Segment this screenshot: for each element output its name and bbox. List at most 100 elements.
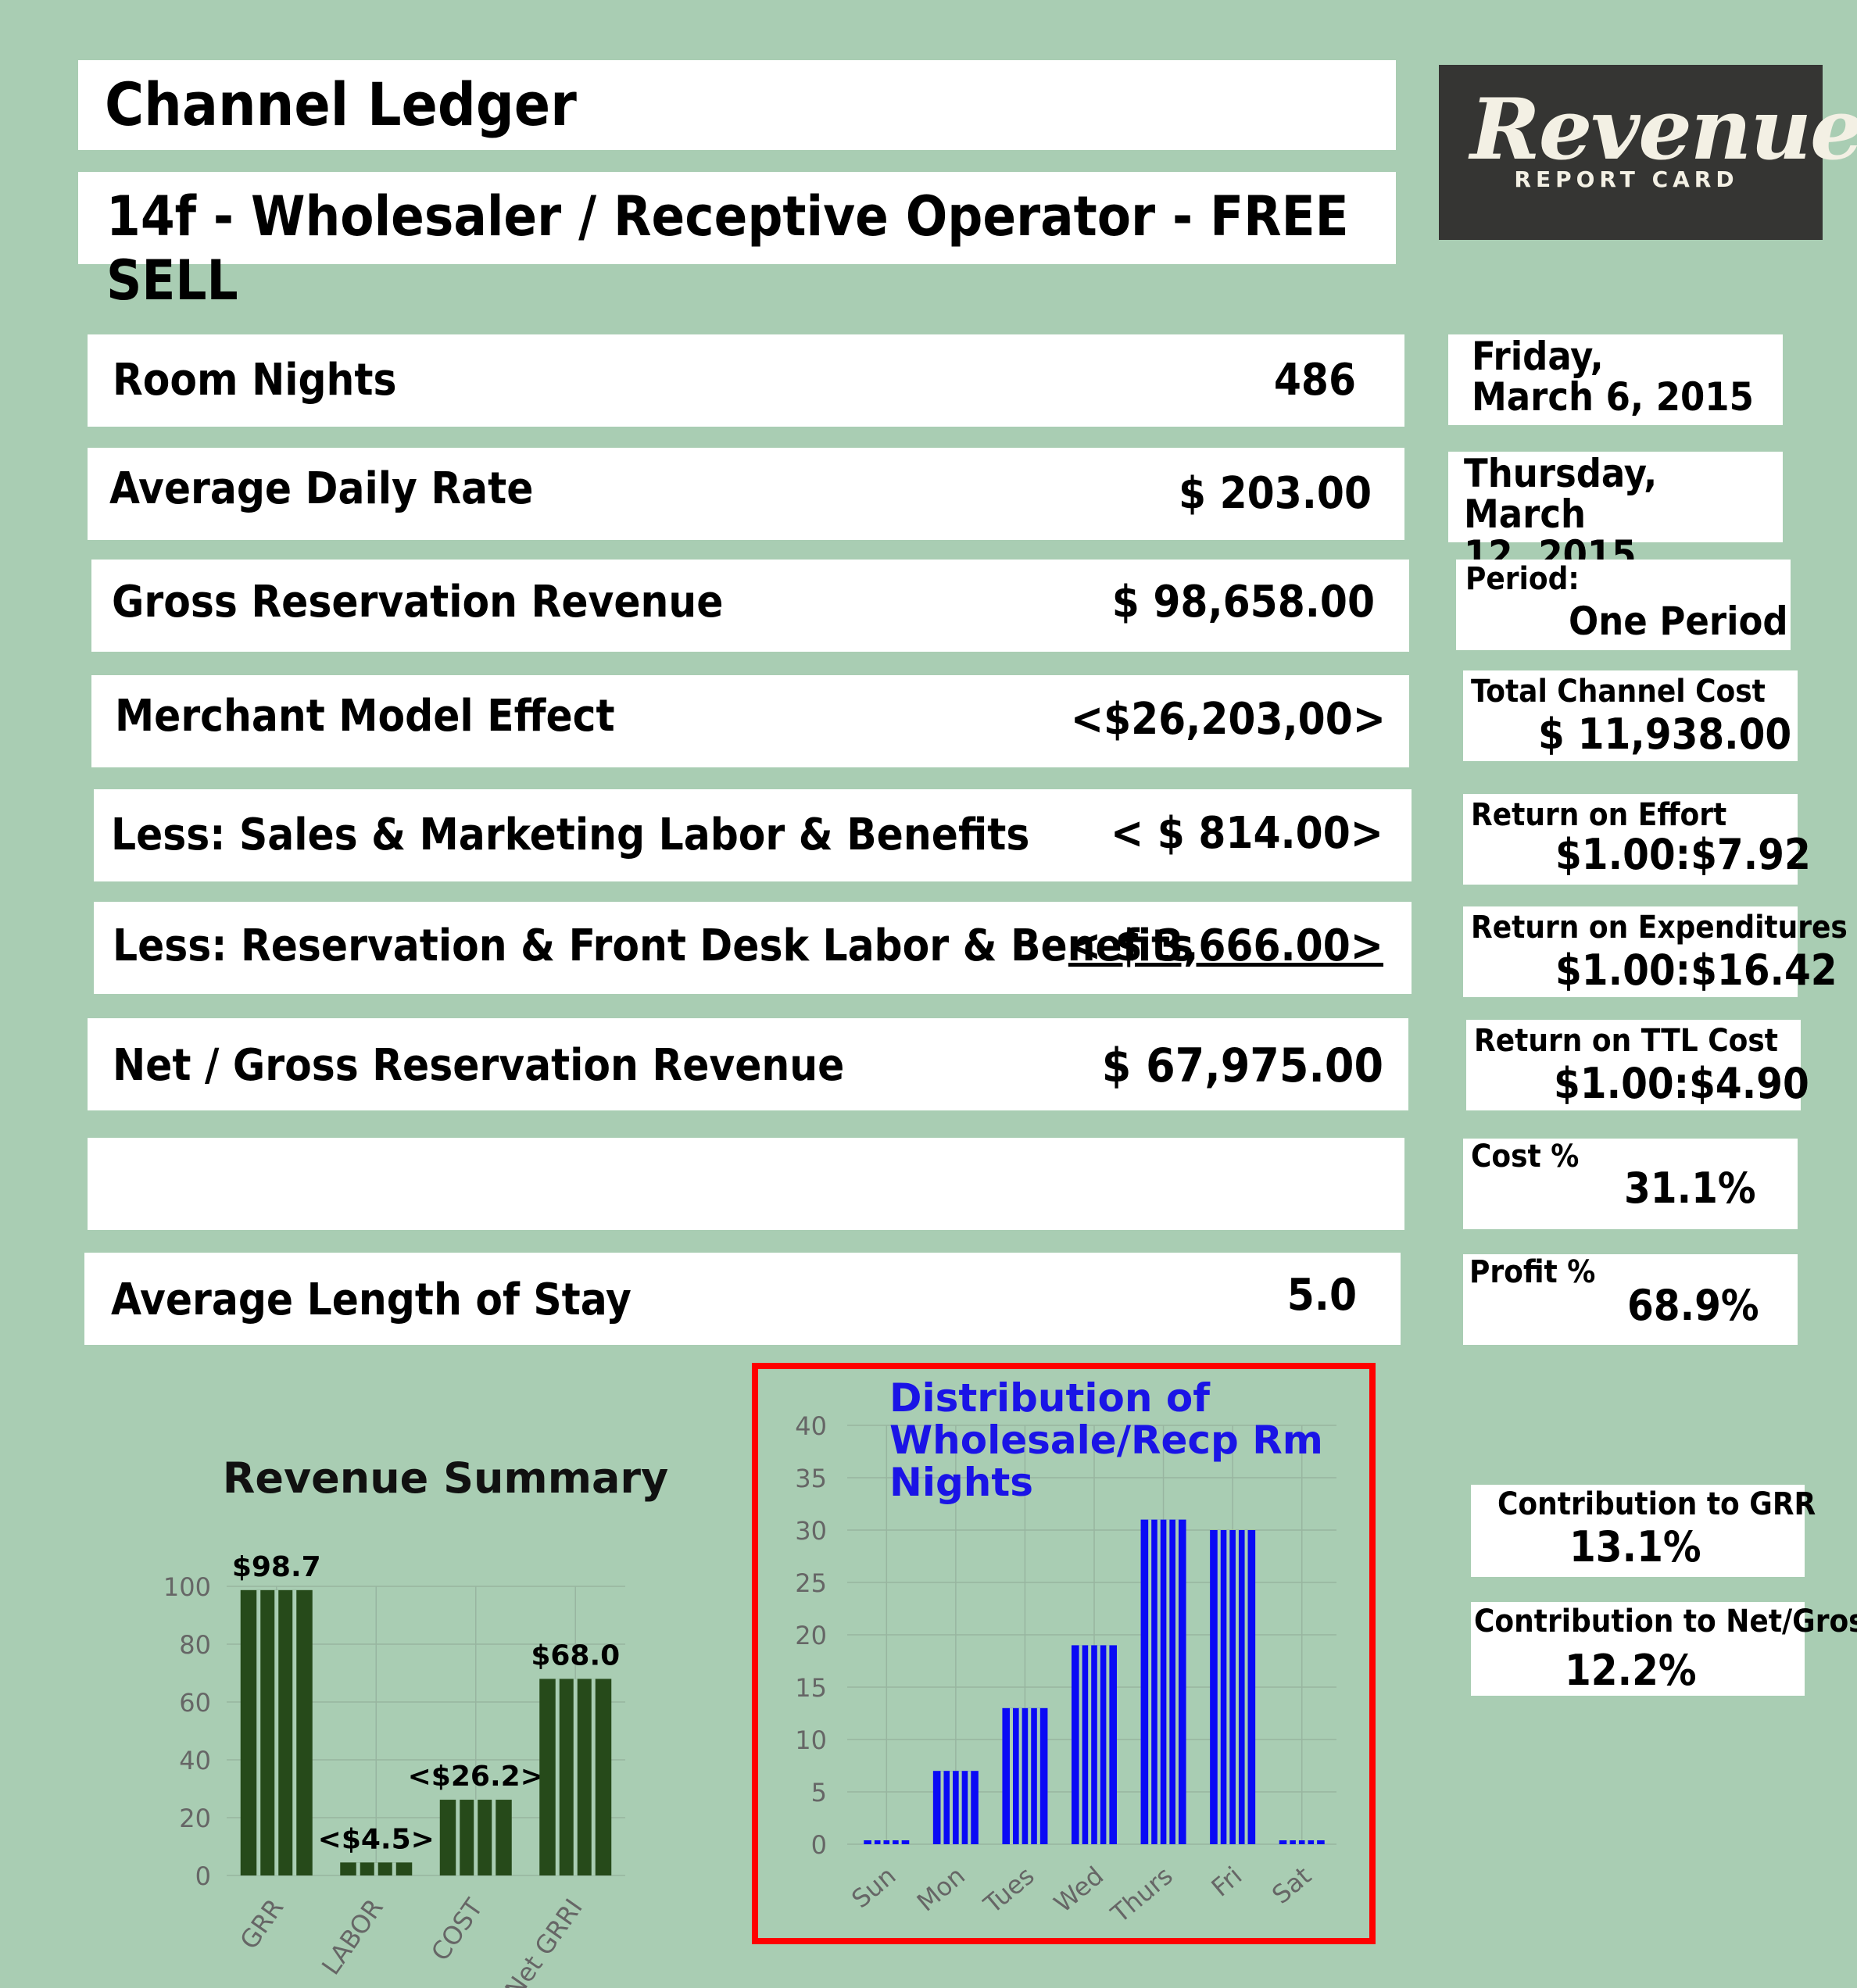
contribution-grr-value: 13.1%	[1569, 1522, 1701, 1571]
y-tick-label: 20	[179, 1804, 211, 1833]
bar-tues	[1002, 1707, 1048, 1844]
profit-pct-label: Profit %	[1469, 1254, 1596, 1290]
cost-pct-box: Cost % 31.1%	[1463, 1139, 1798, 1229]
ledger-value: < $ 814.00>	[1111, 808, 1383, 859]
end-date-box: Thursday, March 12, 2015	[1448, 451, 1783, 575]
x-tick-label: Sat	[1266, 1861, 1317, 1910]
return-on-effort-value: $1.00:$7.92	[1555, 830, 1811, 879]
ledger-row-net-gross-reservation-revenue: Net / Gross Reservation Revenue $ 67,975…	[88, 1018, 1408, 1110]
y-tick-label: 80	[179, 1630, 211, 1660]
bar-thurs	[1140, 1519, 1186, 1844]
contribution-net-label: Contribution to Net/Gross	[1474, 1604, 1857, 1639]
ledger-row-blank	[88, 1138, 1404, 1230]
y-tick-label: 40	[179, 1746, 211, 1775]
y-tick-label: 100	[163, 1572, 211, 1602]
ledger-row-gross-reservation-revenue: Gross Reservation Revenue $ 98,658.00	[91, 560, 1409, 652]
distribution-chart-highlight-frame	[752, 1363, 1376, 1944]
total-channel-cost-box: Total Channel Cost $ 11,938.00	[1463, 670, 1798, 761]
ledger-value: $ 98,658.00	[1111, 577, 1375, 628]
end-date-line1: Thursday, March	[1464, 451, 1658, 537]
ledger-value: 5.0	[1286, 1270, 1357, 1321]
chart-title: Revenue Summary	[223, 1453, 668, 1503]
ledger-row-sales-marketing-labor: Less: Sales & Marketing Labor & Benefits…	[94, 789, 1412, 881]
cost-pct-label: Cost %	[1471, 1139, 1580, 1175]
ledger-row-room-nights: Room Nights 486	[88, 334, 1404, 427]
x-tick-label: Fri	[1206, 1861, 1248, 1903]
total-channel-cost-value: $ 11,938.00	[1538, 710, 1792, 759]
y-tick-label: 0	[195, 1861, 211, 1891]
ledger-value: 486	[1273, 355, 1356, 406]
bar-wed	[1072, 1645, 1117, 1844]
y-tick-label: 15	[795, 1673, 827, 1703]
ledger-value: $ 67,975.00	[1101, 1039, 1383, 1093]
x-tick-label: Net GRRI	[499, 1893, 588, 1988]
ledger-row-reservation-front-desk-labor: Less: Reservation & Front Desk Labor & B…	[94, 902, 1412, 994]
start-date-line2: March 6, 2015	[1472, 374, 1754, 420]
bar-sat	[1279, 1840, 1325, 1844]
x-tick-label: GRR	[234, 1893, 289, 1955]
return-on-expenditures-box: Return on Expenditures $1.00:$16.42	[1463, 906, 1848, 997]
y-tick-label: 20	[795, 1621, 827, 1650]
revenue-summary-chart: Revenue Summary 0 20 40 60 80 100 $98.7 GRR <$4.5…	[163, 1453, 668, 1988]
data-label: $98.7	[232, 1551, 321, 1583]
contribution-grr-box: Contribution to GRR 13.1%	[1471, 1485, 1816, 1577]
revenue-report-card-logo: Revenue REPORT CARD	[1439, 65, 1857, 240]
x-tick-label: LABOR	[316, 1893, 389, 1980]
x-tick-label: Wed	[1048, 1861, 1109, 1918]
y-tick-label: 60	[179, 1688, 211, 1718]
bar-mon	[932, 1771, 979, 1844]
cost-pct-value: 31.1%	[1624, 1164, 1756, 1213]
x-tick-label: Sun	[846, 1861, 901, 1914]
contribution-net-box: Contribution to Net/Gross 12.2%	[1471, 1602, 1857, 1696]
subtitle-box: 14f - Wholesaler / Receptive Operator - …	[78, 172, 1396, 313]
return-on-ttl-cost-value: $1.00:$4.90	[1554, 1059, 1809, 1108]
bar-fri	[1210, 1530, 1256, 1844]
return-on-ttl-cost-box: Return on TTL Cost $1.00:$4.90	[1466, 1020, 1809, 1110]
profit-pct-box: Profit % 68.9%	[1463, 1254, 1798, 1345]
period-box: Period: One Period	[1456, 560, 1791, 650]
period-value: One Period	[1569, 599, 1788, 644]
bar-sun	[864, 1840, 910, 1844]
ledger-value: < $ 3,666.00>	[1068, 921, 1383, 971]
return-on-effort-label: Return on Effort	[1471, 797, 1727, 833]
ledger-row-average-length-of-stay: Average Length of Stay 5.0	[84, 1253, 1401, 1345]
page-title: Channel Ledger	[105, 70, 577, 139]
y-tick-label: 5	[811, 1778, 827, 1807]
logo-word: Revenue	[1470, 80, 1857, 179]
chart-title-line: Nights	[889, 1460, 1033, 1505]
x-tick-label: Mon	[911, 1861, 971, 1917]
chart-title-line: Distribution of	[889, 1375, 1211, 1421]
return-on-effort-box: Return on Effort $1.00:$7.92	[1463, 794, 1811, 885]
data-label: <$4.5>	[318, 1823, 435, 1855]
x-tick-label: Tues	[978, 1861, 1040, 1920]
start-date-box: Friday, March 6, 2015	[1448, 334, 1783, 425]
y-tick-label: 30	[795, 1516, 827, 1546]
y-tick-label: 40	[795, 1411, 827, 1441]
contribution-grr-label: Contribution to GRR	[1497, 1486, 1816, 1522]
y-tick-label: 35	[795, 1464, 827, 1493]
x-tick-label: Thurs	[1105, 1861, 1179, 1929]
contribution-net-value: 12.2%	[1565, 1646, 1697, 1695]
x-tick-label: COST	[425, 1893, 489, 1966]
ledger-value: $ 203.00	[1179, 468, 1372, 519]
start-date-line1: Friday,	[1472, 334, 1604, 379]
ledger-row-average-daily-rate: Average Daily Rate $ 203.00	[88, 448, 1404, 540]
data-label: <$26.2>	[408, 1761, 544, 1793]
return-on-ttl-cost-label: Return on TTL Cost	[1474, 1023, 1778, 1059]
title-box: Channel Ledger	[78, 60, 1396, 150]
ledger-label: Average Length of Stay	[111, 1275, 632, 1325]
ledger-value: <$26,203,00>	[1070, 694, 1386, 745]
total-channel-cost-label: Total Channel Cost	[1471, 674, 1766, 710]
ledger-row-merchant-model-effect: Merchant Model Effect <$26,203,00>	[91, 675, 1409, 767]
page-subtitle: 14f - Wholesaler / Receptive Operator - …	[106, 184, 1349, 313]
profit-pct-value: 68.9%	[1627, 1281, 1759, 1330]
return-on-expenditures-label: Return on Expenditures	[1471, 910, 1848, 946]
return-on-expenditures-value: $1.00:$16.42	[1555, 946, 1837, 995]
ledger-label: Merchant Model Effect	[115, 691, 615, 742]
ledger-label: Room Nights	[113, 355, 397, 406]
chart-title-line: Wholesale/Recp Rm	[889, 1418, 1323, 1463]
period-label: Period:	[1465, 561, 1580, 597]
ledger-label: Average Daily Rate	[109, 463, 534, 514]
y-tick-label: 25	[795, 1568, 827, 1598]
